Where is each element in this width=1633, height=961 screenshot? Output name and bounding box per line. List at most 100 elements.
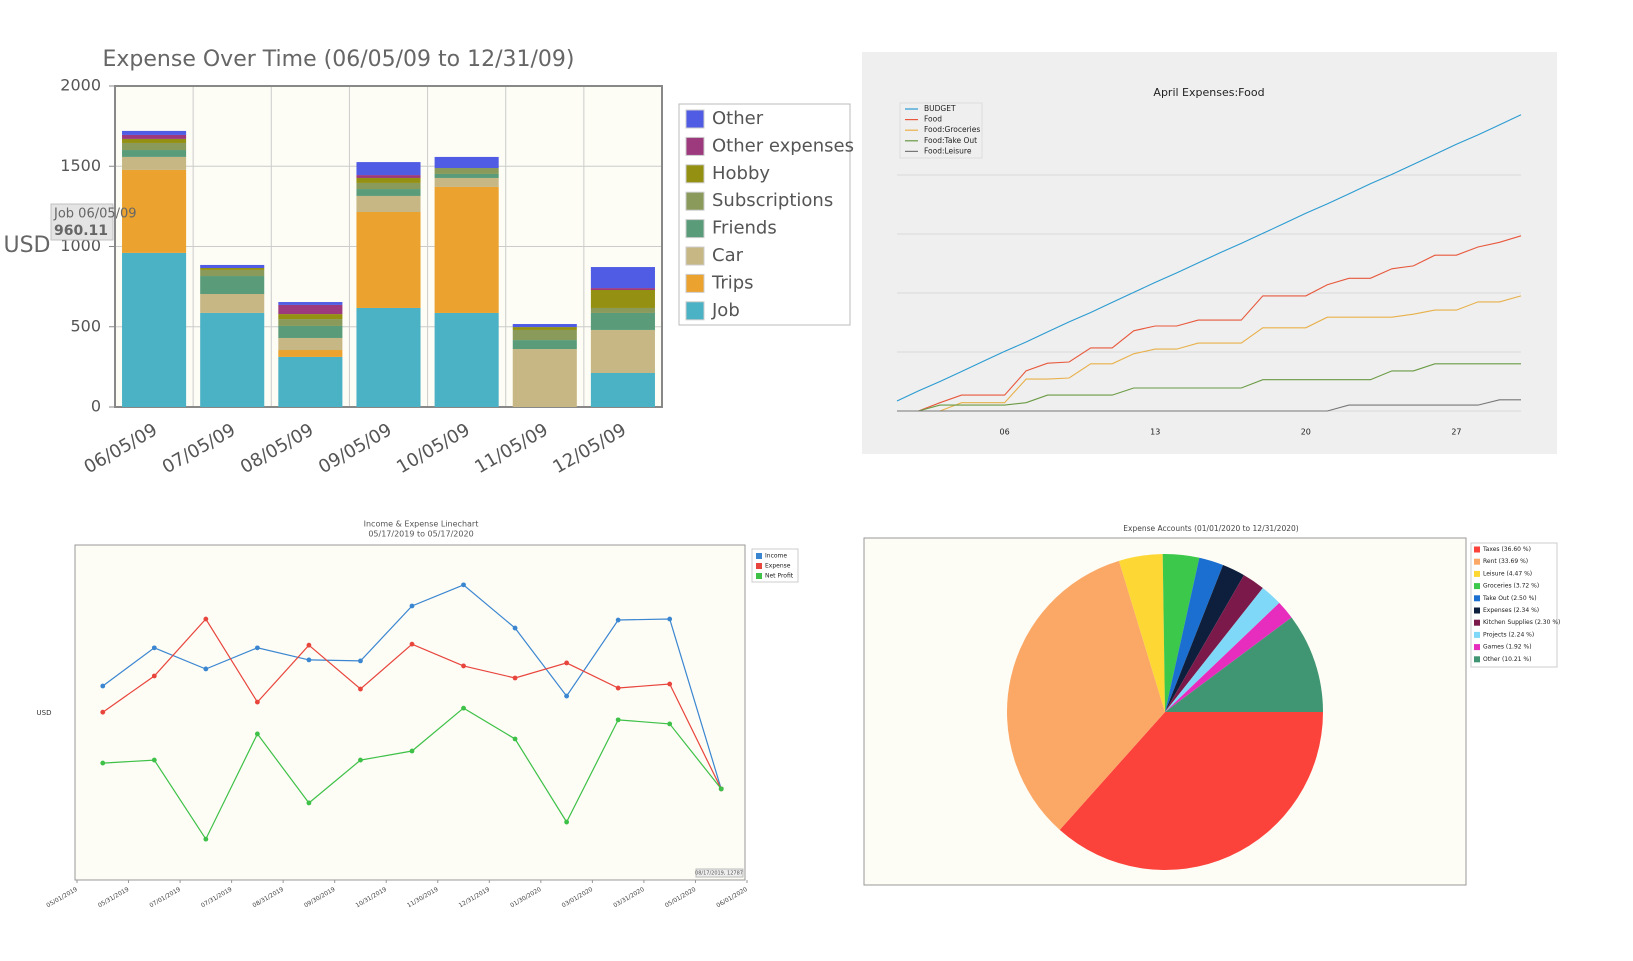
legend-swatch <box>685 164 705 184</box>
legend-label: Kitchen Supplies (2.30 %) <box>1483 619 1560 626</box>
series-marker <box>358 658 363 664</box>
x-tick-label: 10/05/09 <box>393 419 474 478</box>
legend-swatch <box>1474 631 1480 638</box>
y-tick-label: 0 <box>91 397 101 416</box>
bar-segment <box>278 302 343 305</box>
series-marker <box>564 819 570 825</box>
legend-label: Other (10.21 %) <box>1483 656 1531 663</box>
legend-swatch <box>1474 644 1480 651</box>
bar-segment <box>122 252 187 407</box>
legend-label: Food <box>924 115 942 124</box>
x-tick-label: 07/31/2019 <box>200 886 234 909</box>
bar-segment <box>278 314 343 320</box>
bar-segment <box>434 177 499 187</box>
legend-swatch <box>685 301 705 321</box>
legend-swatch <box>685 109 705 129</box>
legend-swatch <box>1474 583 1480 590</box>
legend-label: Income <box>765 553 787 560</box>
bar-segment <box>278 325 343 338</box>
series-marker <box>100 683 106 689</box>
x-tick-label: 11/30/2019 <box>406 886 440 909</box>
legend-label: Other <box>712 108 764 129</box>
pie-slice <box>1007 560 1165 830</box>
legend-label: Food:Groceries <box>924 125 980 134</box>
series-marker <box>306 657 312 663</box>
legend-label: Leisure (4.47 %) <box>1483 570 1532 577</box>
x-tick-label: 01/30/2020 <box>509 886 543 909</box>
legend-label: Subscriptions <box>712 190 833 211</box>
bar-segment <box>278 337 343 351</box>
series-marker <box>151 645 157 651</box>
bar-segment <box>590 289 655 308</box>
bar-segment <box>122 130 187 135</box>
legend-label: Projects (2.24 %) <box>1483 631 1534 638</box>
bar-segment <box>122 150 187 157</box>
y-tick-label: 2000 <box>60 76 101 95</box>
bar-segment <box>122 142 187 151</box>
x-tick-label: 03/01/2020 <box>561 886 595 909</box>
bar-segment <box>122 169 187 253</box>
legend-label: Groceries (3.72 %) <box>1483 583 1539 590</box>
bar-segment <box>512 327 577 330</box>
legend-swatch <box>1474 595 1480 602</box>
bar-segment <box>278 319 343 326</box>
series-marker <box>306 800 312 806</box>
legend-label: Hobby <box>712 163 770 184</box>
series-marker <box>667 681 673 687</box>
x-tick-label: 08/05/09 <box>237 419 318 478</box>
bar-segment <box>278 350 343 357</box>
pie-slice <box>1165 587 1280 712</box>
series-marker <box>203 836 209 842</box>
legend-swatch <box>685 136 705 156</box>
series-marker <box>564 660 570 666</box>
x-tick-label: 09/30/2019 <box>303 886 337 909</box>
x-tick-label: 08/31/2019 <box>251 886 285 909</box>
bar-segment <box>122 138 187 143</box>
series-marker <box>254 699 260 705</box>
legend-label: Trips <box>711 272 754 293</box>
tooltip-value: 960.11 <box>54 223 108 239</box>
series-marker <box>151 673 157 679</box>
bar-segment <box>512 329 577 341</box>
chart-title: Income & Expense Linechart <box>364 520 479 529</box>
series-marker <box>203 616 209 622</box>
bar-segment <box>200 294 265 313</box>
legend-label: Car <box>712 245 744 266</box>
annotation: 08/17/2019, 12787 <box>695 871 743 877</box>
series-marker <box>203 666 209 672</box>
legend-label: Expenses (2.34 %) <box>1483 607 1539 614</box>
legend-label: Job <box>711 300 740 321</box>
legend-swatch <box>1474 546 1480 553</box>
chart-title: Expense Accounts (01/01/2020 to 12/31/20… <box>1123 524 1298 533</box>
pie-slice <box>1162 554 1200 712</box>
bar-segment <box>356 175 421 178</box>
pie-slice <box>1165 575 1263 712</box>
legend-swatch <box>756 553 762 559</box>
bar-segment <box>356 182 421 190</box>
bar-segment <box>200 264 265 269</box>
y-tick-label: 1500 <box>60 156 101 175</box>
series-marker <box>358 757 363 763</box>
y-axis-label: USD <box>3 233 50 258</box>
x-tick-label: 07/05/09 <box>159 419 240 478</box>
series-marker <box>358 686 363 692</box>
bar-segment <box>434 173 499 178</box>
pie-slice <box>1165 557 1224 712</box>
x-tick-label: 05/01/2020 <box>664 886 698 909</box>
legend-label: BUDGET <box>924 104 956 113</box>
x-tick-label: 27 <box>1451 428 1461 437</box>
pie-slice <box>1165 617 1323 712</box>
x-tick-label: 06/01/2020 <box>715 886 749 909</box>
bar-segment <box>590 307 655 313</box>
legend-label: Expense <box>765 563 791 570</box>
series-marker <box>306 642 312 648</box>
series-marker <box>461 663 466 669</box>
legend-label: Food:Leisure <box>924 146 972 155</box>
legend-swatch <box>685 273 705 293</box>
series-marker <box>615 617 621 623</box>
legend-box <box>678 103 851 326</box>
bar-segment <box>278 304 343 315</box>
pie-slice <box>1059 712 1323 870</box>
legend-swatch <box>685 219 705 239</box>
